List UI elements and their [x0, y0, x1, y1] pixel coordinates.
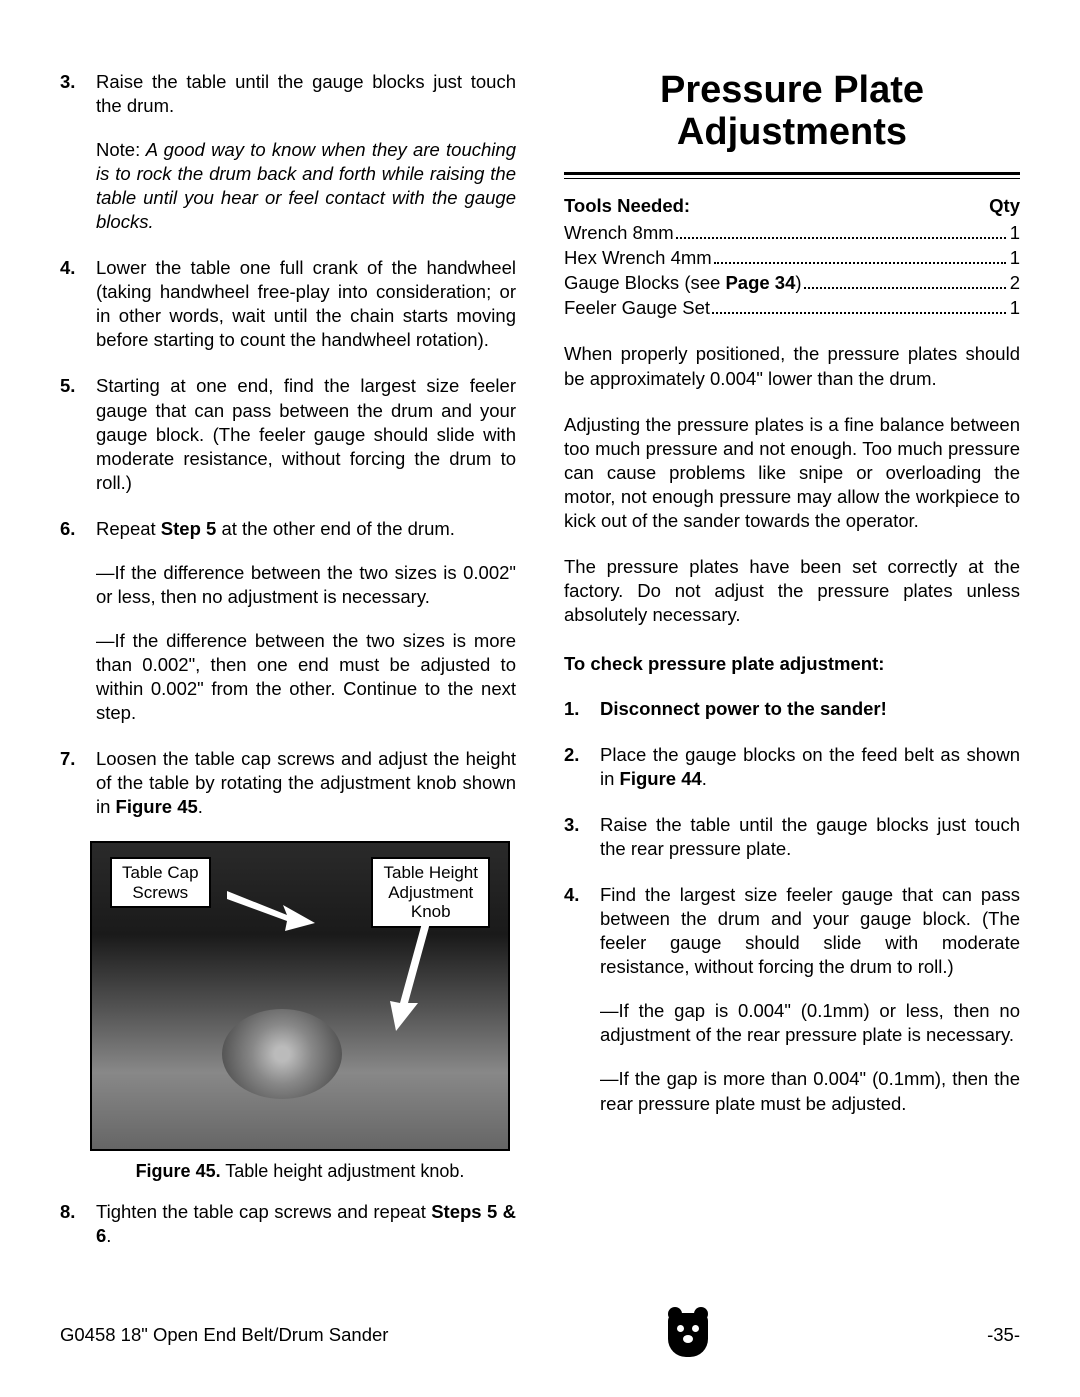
- tools-list: Wrench 8mm1Hex Wrench 4mm1Gauge Blocks (…: [564, 221, 1020, 321]
- step-text-post: at the other end of the drum.: [216, 518, 455, 539]
- rstep-4: 4. Find the largest size feeler gauge th…: [564, 883, 1020, 1115]
- callout-line: Knob: [411, 902, 451, 921]
- paragraph: When properly positioned, the pressure p…: [564, 342, 1020, 390]
- step-text: Lower the table one full crank of the ha…: [96, 256, 516, 352]
- left-column: 3. Raise the table until the gauge block…: [60, 70, 516, 1270]
- paragraph: Adjusting the pressure plates is a fine …: [564, 413, 1020, 533]
- step-3: 3. Raise the table until the gauge block…: [60, 70, 516, 234]
- callout-line: Screws: [132, 883, 188, 902]
- paragraph: The pressure plates have been set correc…: [564, 555, 1020, 627]
- leader-dots: [804, 287, 1006, 289]
- step-text: Raise the table until the gauge blocks j…: [96, 71, 516, 116]
- knob-graphic: [222, 1009, 342, 1099]
- step-7: 7. Loosen the table cap screws and adjus…: [60, 747, 516, 819]
- tool-row: Hex Wrench 4mm 1: [564, 246, 1020, 271]
- step-text-bold: Figure 45: [116, 796, 198, 817]
- tool-row: Wrench 8mm 1: [564, 221, 1020, 246]
- rstep4-sub1: —If the gap is 0.004" (0.1mm) or less, t…: [600, 999, 1020, 1047]
- leader-dots: [712, 312, 1006, 314]
- caption-bold: Figure 45.: [136, 1161, 221, 1181]
- tool-qty: 1: [1010, 221, 1020, 246]
- step-text-pre: Repeat: [96, 518, 161, 539]
- figure-45: Table Cap Screws Table Height Adjustment…: [90, 841, 510, 1182]
- footer-left: G0458 18" Open End Belt/Drum Sander: [60, 1324, 388, 1346]
- tools-header: Tools Needed: Qty: [564, 195, 1020, 217]
- figure-image: Table Cap Screws Table Height Adjustment…: [90, 841, 510, 1151]
- leader-dots: [714, 262, 1006, 264]
- note-text: A good way to know when they are touchin…: [96, 139, 516, 232]
- step-5: 5. Starting at one end, find the largest…: [60, 374, 516, 494]
- callout-table-cap-screws: Table Cap Screws: [110, 857, 211, 908]
- step-num: 8.: [60, 1200, 96, 1248]
- footer-page-number: -35-: [987, 1324, 1020, 1346]
- tool-name: Wrench 8mm: [564, 221, 674, 246]
- heading-line: Pressure Plate: [660, 69, 924, 111]
- step-num: 5.: [60, 374, 96, 494]
- tool-name: Gauge Blocks (see Page 34): [564, 271, 802, 296]
- leader-dots: [676, 237, 1006, 239]
- rstep-3: 3. Raise the table until the gauge block…: [564, 813, 1020, 861]
- arrow-icon: [227, 883, 317, 933]
- step-text-pre: Tighten the table cap screws and repeat: [96, 1201, 431, 1222]
- rstep-2: 2. Place the gauge blocks on the feed be…: [564, 743, 1020, 791]
- qty-label: Qty: [989, 195, 1020, 217]
- divider: [564, 178, 1020, 179]
- figure-caption: Figure 45. Table height adjustment knob.: [90, 1161, 510, 1182]
- rstep-1: 1. Disconnect power to the sander!: [564, 697, 1020, 721]
- step-text: Raise the table until the gauge blocks j…: [600, 813, 1020, 861]
- step-4: 4. Lower the table one full crank of the…: [60, 256, 516, 352]
- step-text: Starting at one end, find the largest si…: [96, 374, 516, 494]
- rstep4-sub2: —If the gap is more than 0.004" (0.1mm),…: [600, 1067, 1020, 1115]
- step-num: 3.: [564, 813, 600, 861]
- subheading: To check pressure plate adjustment:: [564, 653, 1020, 675]
- section-heading: Pressure Plate Adjustments: [564, 70, 1020, 154]
- step-text-post: .: [198, 796, 203, 817]
- step-text-post: .: [702, 768, 707, 789]
- step6-sub1: —If the difference between the two sizes…: [96, 561, 516, 609]
- caption-text: Table height adjustment knob.: [221, 1161, 465, 1181]
- step-num: 1.: [564, 697, 600, 721]
- callout-table-height-knob: Table Height Adjustment Knob: [371, 857, 490, 928]
- step-text-bold: Figure 44: [620, 768, 702, 789]
- tool-name: Hex Wrench 4mm: [564, 246, 712, 271]
- callout-line: Table Height: [383, 863, 478, 882]
- step-text-bold: Disconnect power to the sander!: [600, 698, 887, 719]
- divider: [564, 172, 1020, 175]
- step-num: 4.: [60, 256, 96, 352]
- step-num: 4.: [564, 883, 600, 1115]
- step6-sub2: —If the difference between the two sizes…: [96, 629, 516, 725]
- step-text: Find the largest size feeler gauge that …: [600, 884, 1020, 977]
- page-footer: G0458 18" Open End Belt/Drum Sander -35-: [60, 1313, 1020, 1357]
- heading-line: Adjustments: [677, 111, 907, 153]
- step-num: 2.: [564, 743, 600, 791]
- step-8: 8. Tighten the table cap screws and repe…: [60, 1200, 516, 1248]
- callout-line: Adjustment: [388, 883, 473, 902]
- bear-logo-icon: [668, 1313, 708, 1357]
- step-num: 3.: [60, 70, 96, 234]
- step-text-bold: Step 5: [161, 518, 217, 539]
- tool-qty: 2: [1010, 271, 1020, 296]
- step-text-post: .: [106, 1225, 111, 1246]
- note-label: Note:: [96, 139, 140, 160]
- step-6: 6. Repeat Step 5 at the other end of the…: [60, 517, 516, 747]
- tools-label: Tools Needed:: [564, 195, 690, 217]
- callout-line: Table Cap: [122, 863, 199, 882]
- tool-name: Feeler Gauge Set: [564, 296, 710, 321]
- arrow-icon: [372, 923, 452, 1033]
- tool-qty: 1: [1010, 246, 1020, 271]
- right-column: Pressure Plate Adjustments Tools Needed:…: [564, 70, 1020, 1270]
- step-num: 6.: [60, 517, 96, 747]
- tool-qty: 1: [1010, 296, 1020, 321]
- tool-row: Feeler Gauge Set 1: [564, 296, 1020, 321]
- step-num: 7.: [60, 747, 96, 819]
- tool-row: Gauge Blocks (see Page 34) 2: [564, 271, 1020, 296]
